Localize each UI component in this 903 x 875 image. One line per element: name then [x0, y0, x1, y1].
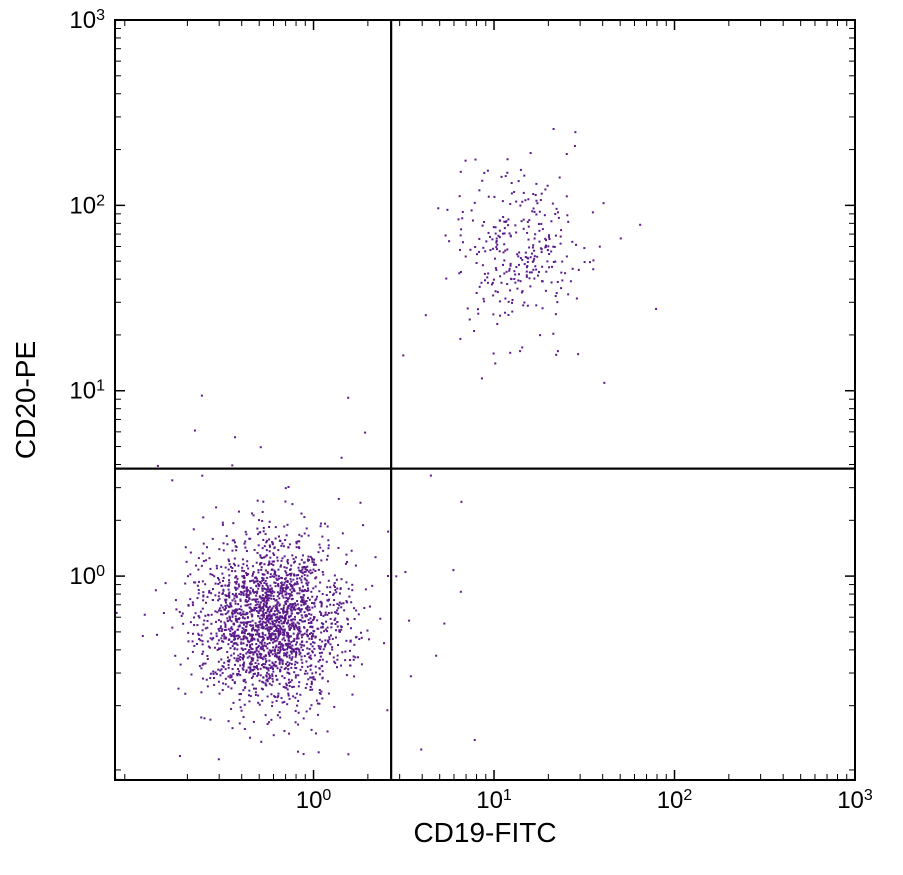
chart-container: 100101102103100101102103CD19-FITCCD20-PE: [0, 0, 903, 875]
scatter-plot: 100101102103100101102103CD19-FITCCD20-PE: [0, 0, 903, 875]
x-axis-label: CD19-FITC: [413, 817, 556, 848]
y-axis-label: CD20-PE: [10, 341, 41, 459]
